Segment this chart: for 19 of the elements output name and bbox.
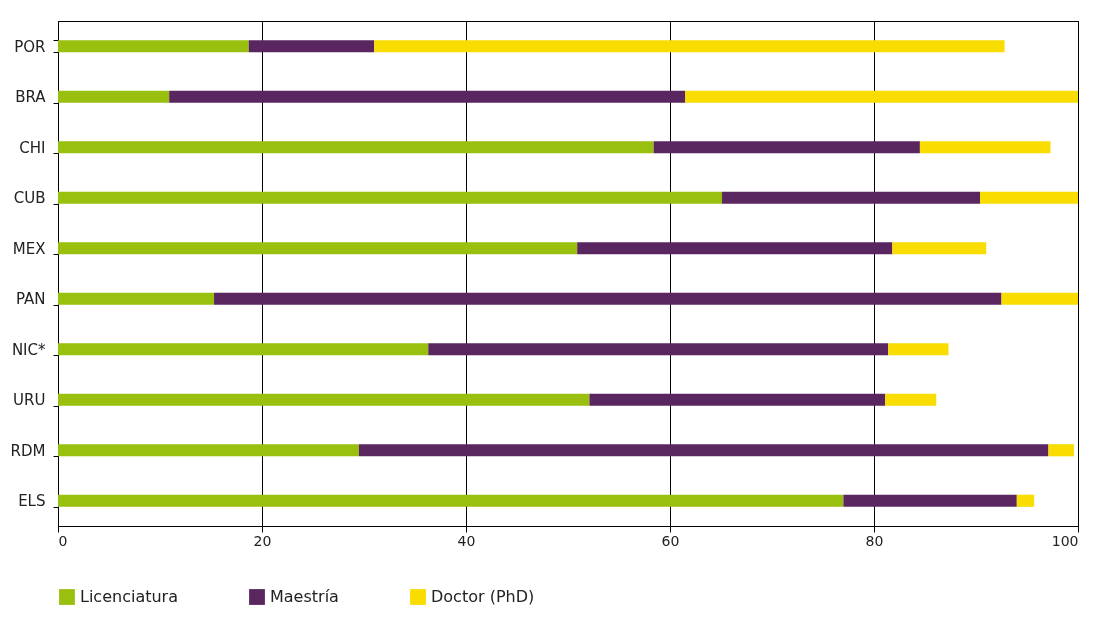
y-tick-label: MEX (12, 239, 46, 258)
y-tick-label: CUB (13, 189, 46, 208)
y-tick-label: ELS (18, 492, 46, 511)
legend-label: Doctor (PhD) (431, 587, 535, 606)
x-tick-label: 40 (457, 532, 476, 549)
y-tick-label: NIC* (11, 340, 46, 359)
legend-label: Licenciatura (80, 587, 178, 606)
legend-label: Maestría (270, 587, 339, 606)
x-tick-label: 100 (1051, 532, 1079, 549)
y-tick-label: URU (13, 391, 46, 410)
y-tick-label: PAN (15, 290, 46, 309)
x-tick-label: 20 (253, 532, 272, 549)
x-tick-label: 60 (661, 532, 680, 549)
y-tick-label: POR (14, 37, 46, 56)
x-tick-label: 80 (865, 532, 884, 549)
y-tick-label: BRA (15, 88, 47, 107)
y-tick-label: RDM (10, 441, 46, 460)
y-tick-label: CHI (19, 138, 46, 157)
x-tick-label: 0 (58, 532, 68, 549)
